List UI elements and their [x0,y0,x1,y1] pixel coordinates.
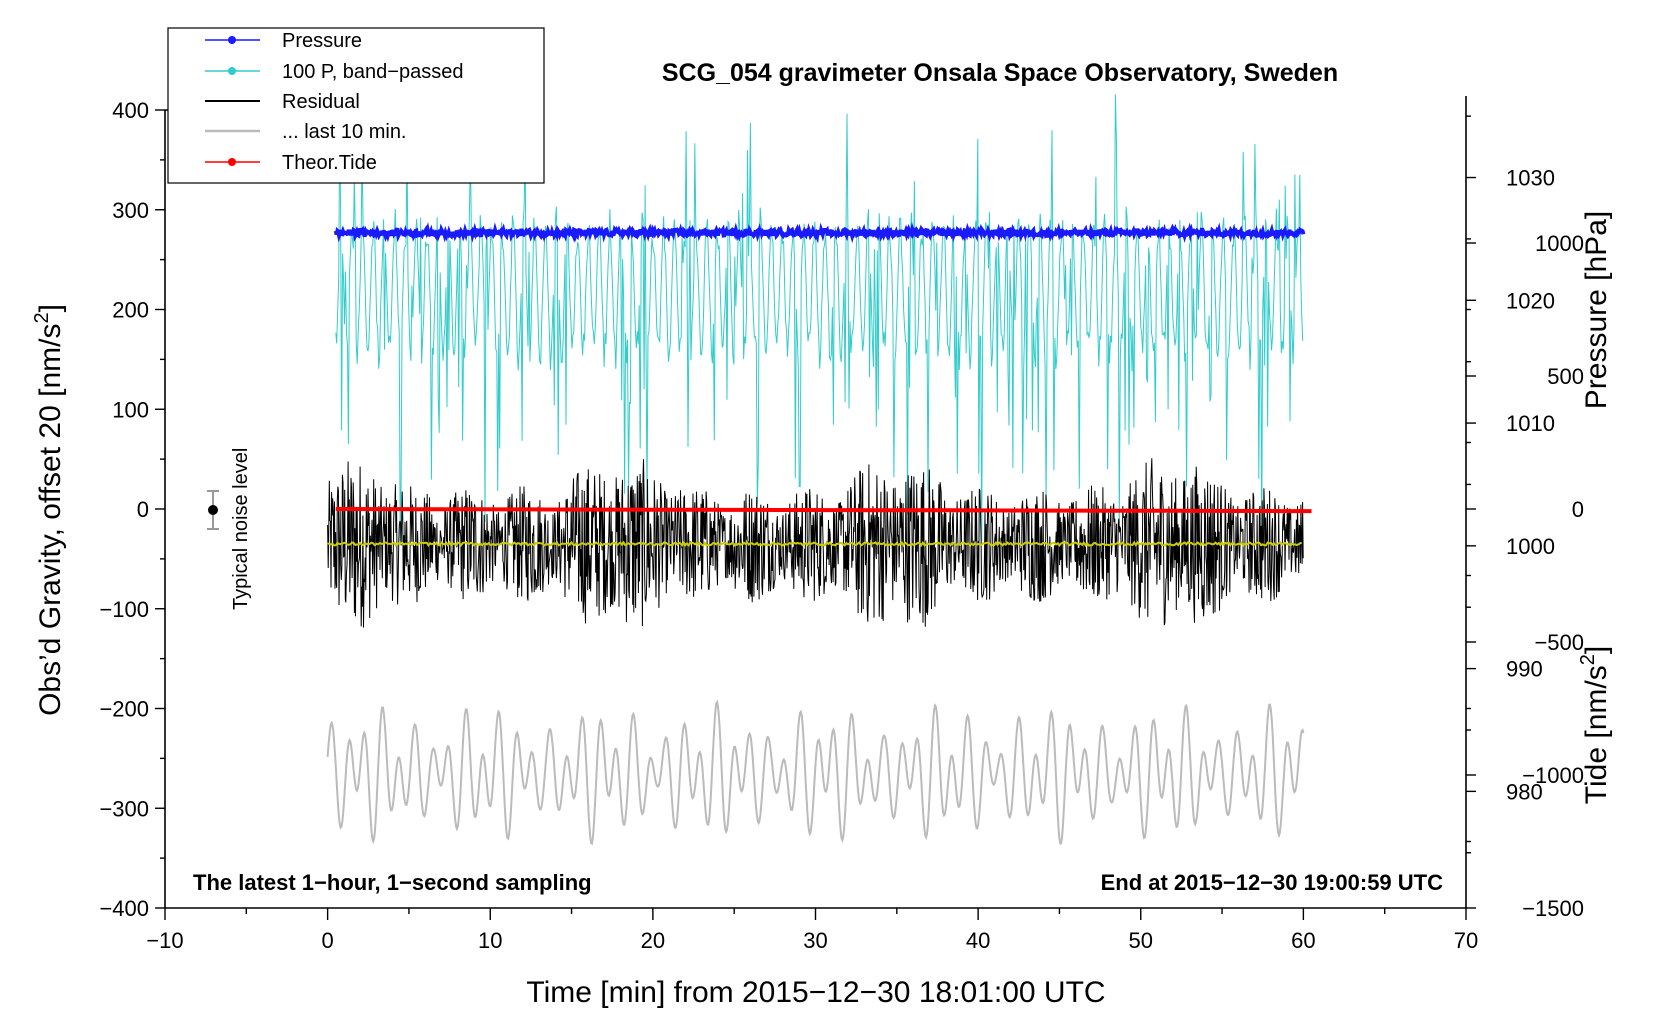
y-tick-label: 200 [112,298,149,323]
legend-swatch-dot [228,158,236,166]
x-tick-label: 50 [1129,928,1153,953]
tide-tick-label: −500 [1534,630,1584,655]
annotation-sampling: The latest 1−hour, 1−second sampling [193,870,592,895]
series-pressure-line [333,221,1306,244]
series-theoretical-tide-line [335,507,1312,514]
tide-axis-label-close: ] [1580,646,1613,654]
legend-swatch-dot [228,36,236,44]
tide-axis-label-sup: 2 [1577,654,1599,665]
y-tick-label: 400 [112,98,149,123]
legend-label: ... last 10 min. [282,121,407,143]
x-tick-label: −10 [146,928,183,953]
y-tick-label: −100 [99,597,149,622]
noise-bar-point [208,505,218,515]
pressure-tick-label: 990 [1506,657,1543,682]
y-tick-label: 0 [137,497,149,522]
legend-label: Theor.Tide [282,152,377,174]
y-tick-label: −400 [99,896,149,921]
x-tick-label: 70 [1454,928,1478,953]
legend-item-band-passed: 100 P, band−passed [205,61,463,83]
y-axis-label-left: Obs’d Gravity, offset 20 [nm/s2] [31,304,67,716]
noise-level-label: Typical noise level [230,448,252,610]
legend-label: Residual [282,91,360,113]
x-axis-ticks: −10 0 10 20 30 40 50 60 70 [146,908,1478,953]
tide-tick-label: 0 [1572,497,1584,522]
tide-tick-label: 1000 [1535,231,1584,256]
tide-axis-label-text: Tide [nm/s [1580,665,1613,804]
legend-item-last-10-min: ... last 10 min. [205,121,407,143]
noise-level-indicator: Typical noise level [207,448,252,610]
legend-item-pressure: Pressure [205,30,362,52]
y-tick-label: −300 [99,796,149,821]
y-axis-label-close: ] [34,304,67,312]
tide-tick-label: −1500 [1522,896,1584,921]
annotation-end-time: End at 2015−12−30 19:00:59 UTC [1101,870,1444,895]
legend: Pressure 100 P, band−passed Residual ...… [167,27,545,184]
chart-title: SCG_054 gravimeter Onsala Space Observat… [662,59,1338,87]
legend-swatch-dot [228,67,236,75]
y-axis-label-text: Obs’d Gravity, offset 20 [nm/s [34,324,67,716]
y-tick-label: 300 [112,198,149,223]
pressure-tick-label: 1010 [1506,411,1555,436]
pressure-tick-label: 1000 [1506,534,1555,559]
tide-axis-label: Tide [nm/s2] [1577,646,1613,804]
tide-axis-ticks: 1000 500 0 −500 −1000 −1500 [1466,231,1584,921]
series-band-passed-pressure-line [335,94,1304,542]
pressure-axis-ticks: 1030 1020 1010 1000 990 980 [1466,115,1555,854]
pressure-tick-label: 1020 [1506,288,1555,313]
x-tick-label: 60 [1291,928,1315,953]
y-axis-ticks: 400 300 200 100 0 −100 −200 −300 −400 [99,98,165,921]
series-residual-mean-line [327,540,1303,548]
y-tick-label: −200 [99,697,149,722]
pressure-tick-label: 980 [1506,779,1543,804]
legend-item-residual: Residual [205,91,360,113]
series-last-10-min-line [326,699,1305,846]
legend-label: 100 P, band−passed [282,61,463,83]
x-tick-label: 30 [803,928,827,953]
series-layer [326,94,1312,846]
y-tick-label: 100 [112,397,149,422]
x-tick-label: 40 [966,928,990,953]
x-tick-label: 10 [478,928,502,953]
y-axis-label-sup: 2 [31,312,53,323]
x-axis-label: Time [min] from 2015−12−30 18:01:00 UTC [526,976,1105,1009]
pressure-tick-label: 1030 [1506,166,1555,191]
legend-label: Pressure [282,30,362,52]
x-tick-label: 0 [322,928,334,953]
pressure-axis-label: Pressure [hPa] [1580,211,1613,409]
legend-item-theor-tide: Theor.Tide [205,152,377,174]
legend-box [167,27,545,184]
tide-tick-label: 500 [1547,364,1584,389]
tide-tick-label: −1000 [1522,763,1584,788]
x-tick-label: 20 [641,928,665,953]
